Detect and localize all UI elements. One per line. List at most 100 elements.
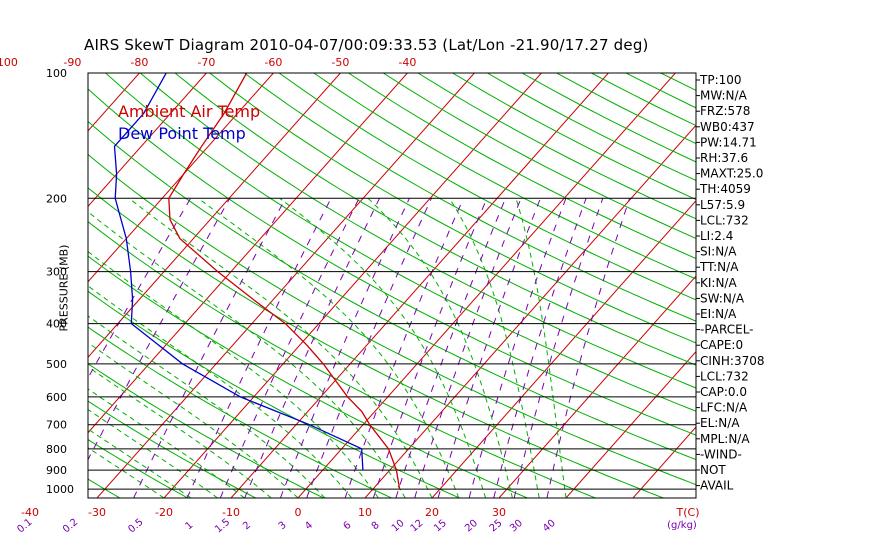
dry-adiabat-line: [139, 73, 696, 389]
mixing-ratio-label: 20: [463, 518, 480, 535]
mixing-unit-label: (g/kg): [667, 520, 697, 531]
index-label: MW:N/A: [700, 89, 748, 103]
bottom-temp-tick-label: 20: [425, 506, 439, 519]
pressure-tick-label: 1000: [46, 483, 74, 496]
index-label: KI:N/A: [700, 276, 737, 290]
index-label: CINH:3708: [700, 354, 765, 368]
index-label: TP:100: [699, 73, 742, 87]
index-label: MPL:N/A: [700, 432, 750, 446]
mixing-ratio-label: 2: [241, 520, 253, 533]
index-label: EI:N/A: [700, 307, 737, 321]
mixing-ratio-label: 0.1: [15, 517, 34, 536]
dry-adiabat-line: [382, 73, 696, 240]
dry-adiabat-line: [88, 363, 324, 498]
mixing-ratio-label: 10: [390, 518, 407, 535]
dry-adiabat-line: [278, 73, 696, 301]
mixing-ratio-label: 40: [541, 518, 558, 535]
data-series: [113, 73, 401, 490]
dry-adiabat-lines: [88, 73, 870, 498]
mixing-ratio-label: 3: [277, 520, 289, 533]
index-label: SW:N/A: [700, 291, 745, 305]
index-label: TH:4059: [699, 182, 751, 196]
bottom-unit-label: T(C): [676, 506, 700, 519]
top-temp-tick-label: -40: [398, 56, 416, 69]
top-temp-tick-label: -100: [0, 56, 18, 69]
pressure-tick-label: 400: [46, 318, 67, 331]
dry-adiabat-line: [88, 88, 696, 436]
axis-labels: 1002003004005006007008009001000-120-110-…: [0, 56, 699, 535]
isotherm-line: [364, 124, 696, 498]
moist-adiabat-line: [88, 447, 165, 498]
dry-adiabat-line: [88, 221, 596, 498]
mixing-ratio-label: 0.2: [61, 517, 80, 536]
index-label: AVAIL: [700, 479, 734, 493]
top-temp-tick-label: -70: [197, 56, 215, 69]
legend: Ambient Air Temp Dew Point Temp: [118, 102, 260, 143]
mixing-ratio-label: 12: [409, 518, 426, 535]
dry-adiabat-line: [105, 73, 696, 412]
moist-adiabat-line: [88, 341, 299, 498]
dry-adiabat-line: [765, 73, 870, 498]
bottom-temp-tick-label: -30: [88, 506, 106, 519]
dry-adiabat-line: [88, 153, 696, 486]
isotherm-lines: [0, 73, 696, 498]
pressure-tick-label: 800: [46, 443, 67, 456]
mixing-ratio-line: [219, 198, 360, 498]
moist-adiabat-line: [88, 285, 352, 498]
dry-adiabat-line: [487, 73, 696, 182]
moist-adiabat-line: [88, 211, 406, 498]
index-label: PW:14.71: [700, 135, 757, 149]
index-label: CAP:0.0: [700, 385, 747, 399]
top-temp-tick-label: -80: [130, 56, 148, 69]
index-label: MAXT:25.0: [700, 167, 763, 181]
mixing-ratio-line: [437, 198, 541, 498]
moist-adiabat-line: [448, 198, 540, 498]
mixing-ratio-label: 1.5: [213, 517, 232, 536]
isotherm-line: [88, 73, 207, 208]
dry-adiabat-line: [88, 187, 664, 498]
mixing-ratio-label: 30: [508, 518, 525, 535]
bottom-temp-tick-label: -10: [222, 506, 240, 519]
pressure-tick-label: 500: [46, 358, 67, 371]
mixing-ratio-line: [306, 198, 432, 498]
index-label: LCL:732: [700, 369, 749, 383]
moist-adiabat-line: [279, 197, 487, 498]
mixing-ratio-lines: [88, 198, 631, 498]
isotherm-line: [88, 73, 341, 358]
dry-adiabat-line: [244, 73, 696, 322]
moist-adiabat-line: [88, 408, 218, 498]
moist-adiabat-line: [197, 197, 460, 498]
mixing-ratio-line: [468, 198, 567, 498]
mixing-ratio-label: 25: [488, 518, 505, 535]
mixing-ratio-line: [244, 198, 380, 498]
index-label: -PARCEL-: [700, 323, 754, 337]
mixing-ratio-label: 4: [303, 520, 315, 533]
moist-adiabat-line: [88, 388, 245, 498]
isotherm-line: [0, 73, 5, 498]
index-label: SI:N/A: [700, 245, 737, 259]
moist-adiabat-line: [515, 198, 567, 498]
dry-adiabat-line: [88, 439, 189, 498]
moist-adiabat-line: [88, 428, 192, 498]
mixing-ratio-label: 6: [341, 520, 353, 533]
dry-adiabat-line: [88, 478, 121, 498]
top-temp-tick-label: -50: [331, 56, 349, 69]
moist-adiabat-line: [367, 197, 513, 498]
mixing-ratio-line: [414, 198, 522, 498]
mixing-ratio-line: [493, 198, 587, 498]
mixing-ratio-label: 0.5: [126, 517, 145, 536]
moist-adiabat-line: [128, 197, 433, 498]
index-label: EL:N/A: [700, 416, 740, 430]
ambient-air-temp-line: [168, 73, 401, 490]
top-temp-tick-label: -90: [63, 56, 81, 69]
legend-entry: Ambient Air Temp: [118, 102, 260, 121]
plot-frame: [87, 72, 697, 499]
index-label: FRZ:578: [700, 104, 750, 118]
moist-adiabat-lines: [88, 197, 567, 498]
dry-adiabat-line: [88, 326, 392, 498]
isotherm-line: [96, 73, 475, 498]
mixing-ratio-line: [186, 198, 332, 498]
index-label: LI:2.4: [700, 229, 733, 243]
